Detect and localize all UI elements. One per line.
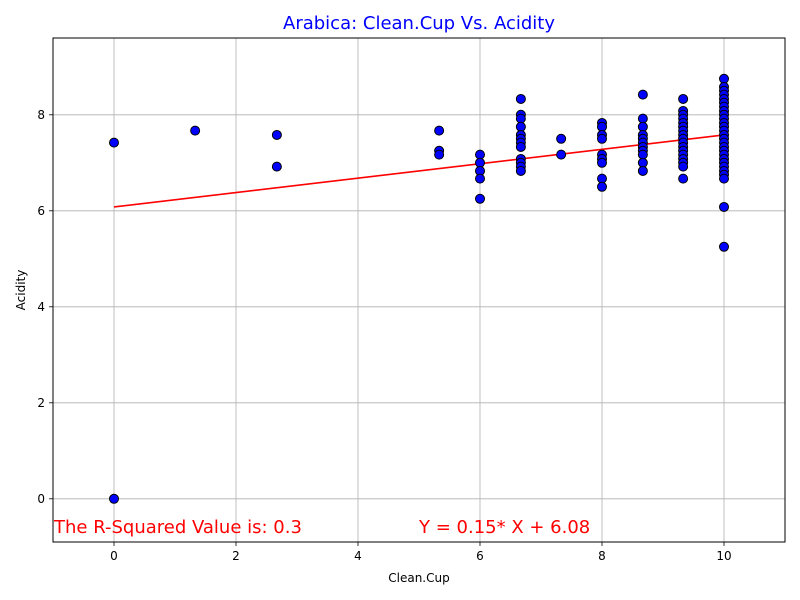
x-tick-label: 4 (354, 549, 362, 563)
data-point (515, 141, 526, 152)
data-point (515, 93, 526, 104)
y-axis-label: Acidity (14, 270, 28, 311)
data-points (109, 73, 729, 504)
data-point (637, 149, 648, 160)
r-squared-annotation: The R-Squared Value is: 0.3 (53, 517, 302, 538)
x-axis-label: Clean.Cup (388, 571, 449, 585)
data-point (678, 161, 689, 172)
data-point (515, 165, 526, 176)
data-point (475, 173, 485, 184)
data-point (271, 129, 282, 140)
data-point (597, 157, 607, 168)
x-tick-label: 6 (476, 549, 484, 563)
data-point (597, 173, 607, 184)
data-point (109, 493, 119, 504)
data-point (597, 133, 607, 144)
data-point (637, 89, 648, 100)
data-point (556, 133, 567, 144)
y-tick-label: 6 (37, 204, 45, 218)
y-tick-label: 2 (37, 396, 45, 410)
data-point (515, 121, 526, 132)
plot-frame (52, 37, 786, 543)
data-point (475, 193, 485, 204)
x-tick-label: 8 (598, 549, 606, 563)
data-point (475, 157, 485, 168)
x-tick-label: 2 (232, 549, 240, 563)
data-point (637, 121, 648, 132)
data-point (637, 165, 648, 176)
equation-annotation: Y = 0.15* X + 6.08 (418, 517, 590, 538)
data-point (556, 149, 567, 160)
axis-ticks: 0 2 4 6 8 10 0 2 4 6 8 (37, 108, 731, 563)
data-point (434, 125, 445, 136)
data-point (719, 173, 729, 184)
data-point (434, 149, 445, 160)
data-point (475, 149, 485, 160)
data-point (719, 241, 729, 252)
data-point (109, 137, 119, 148)
y-tick-label: 0 (37, 492, 45, 506)
chart-title: Arabica: Clean.Cup Vs. Acidity (283, 13, 555, 34)
data-point (190, 125, 201, 136)
data-point (597, 121, 607, 132)
x-tick-label: 0 (110, 549, 118, 563)
data-point (637, 157, 648, 168)
x-tick-label: 10 (716, 549, 731, 563)
data-point (719, 201, 729, 212)
grid (53, 38, 785, 542)
regression-line (113, 134, 725, 208)
data-point (515, 113, 526, 124)
data-point (719, 73, 729, 84)
y-tick-label: 4 (37, 300, 45, 314)
data-point (597, 181, 607, 192)
y-tick-label: 8 (37, 108, 45, 122)
data-point (271, 161, 282, 172)
data-point (678, 93, 689, 104)
data-point (637, 113, 648, 124)
data-point (678, 173, 689, 184)
